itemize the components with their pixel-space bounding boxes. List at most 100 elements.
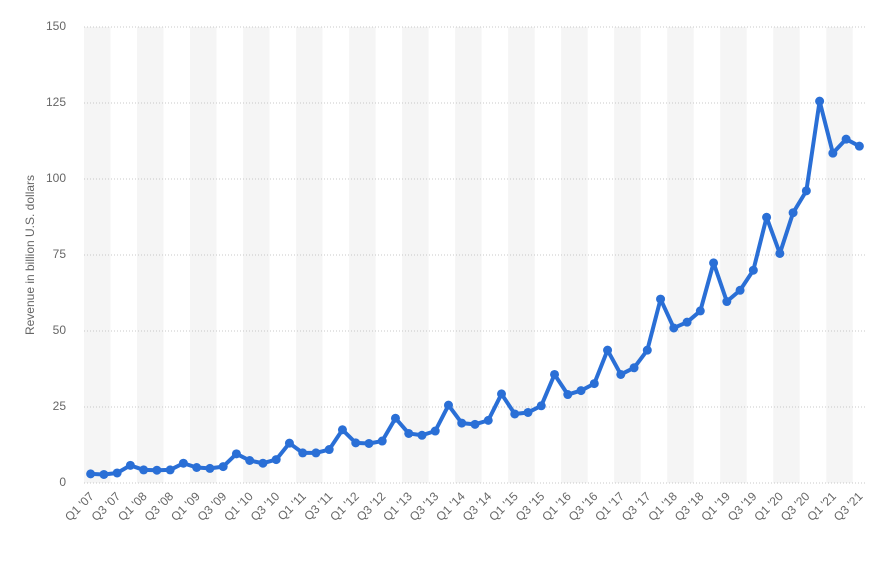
x-tick-label: Q1 '13 (380, 489, 415, 524)
point (563, 390, 573, 400)
point (709, 258, 719, 268)
point (165, 465, 175, 475)
band (561, 27, 588, 483)
point (152, 465, 162, 475)
x-tick-label: Q3 '19 (725, 489, 760, 524)
x-tick-label: Q1 '07 (62, 489, 97, 524)
x-tick-label: Q3 '15 (513, 489, 548, 524)
x-tick-label: Q1 '16 (539, 489, 574, 524)
x-tick-label: Q3 '08 (142, 489, 177, 524)
point (139, 465, 149, 475)
point (788, 208, 798, 218)
point (192, 462, 202, 472)
point (390, 413, 400, 423)
point (854, 141, 864, 151)
point (550, 369, 560, 379)
band (190, 27, 217, 483)
x-tick-label: Q3 '21 (831, 489, 866, 524)
point (125, 460, 135, 470)
x-tick-label: Q1 '14 (433, 489, 468, 524)
point (86, 469, 96, 479)
x-tick-label: Q1 '08 (115, 489, 150, 524)
point (775, 248, 785, 258)
x-tick-label: Q3 '17 (619, 489, 654, 524)
point (695, 306, 705, 316)
point (523, 407, 533, 417)
x-tick-label: Q1 '15 (486, 489, 521, 524)
y-tick-label: 150 (46, 19, 66, 33)
point (377, 436, 387, 446)
point (112, 468, 122, 478)
point (841, 134, 851, 144)
point (298, 448, 308, 458)
point (364, 438, 374, 448)
point (483, 415, 493, 425)
point (99, 469, 109, 479)
x-tick-label: Q1 '18 (645, 489, 680, 524)
point (245, 456, 255, 466)
point (430, 426, 440, 436)
band (349, 27, 376, 483)
point (457, 418, 467, 428)
point (443, 400, 453, 410)
x-tick-label: Q3 '14 (460, 489, 495, 524)
point (218, 462, 228, 472)
x-tick-label: Q3 '13 (407, 489, 442, 524)
point (324, 445, 334, 455)
point (722, 297, 732, 307)
band (826, 27, 853, 483)
band (402, 27, 429, 483)
point (271, 455, 281, 465)
point (682, 317, 692, 327)
band (667, 27, 694, 483)
y-tick-label: 50 (53, 323, 67, 337)
band (508, 27, 535, 483)
x-tick-label: Q1 '17 (592, 489, 627, 524)
band (84, 27, 111, 483)
point (231, 449, 241, 459)
point (616, 369, 626, 379)
y-tick-label: 0 (59, 475, 66, 489)
x-tick-label: Q3 '18 (672, 489, 707, 524)
point (311, 448, 321, 458)
x-tick-label: Q1 '10 (221, 489, 256, 524)
point (815, 96, 825, 106)
x-tick-label: Q1 '20 (751, 489, 786, 524)
point (497, 389, 507, 399)
point (748, 265, 758, 275)
point (642, 345, 652, 355)
x-tick-label: Q1 '09 (168, 489, 203, 524)
point (828, 148, 838, 158)
x-tick-label: Q3 '16 (566, 489, 601, 524)
point (801, 186, 811, 196)
point (603, 345, 613, 355)
point (417, 430, 427, 440)
point (510, 409, 520, 419)
band (720, 27, 747, 483)
point (735, 285, 745, 295)
point (589, 379, 599, 389)
point (629, 363, 639, 373)
band (243, 27, 270, 483)
point (656, 294, 666, 304)
y-tick-label: 100 (46, 171, 66, 185)
point (205, 463, 215, 473)
point (762, 212, 772, 222)
point (536, 401, 546, 411)
x-tick-label: Q1 '21 (804, 489, 839, 524)
x-tick-label: Q3 '20 (778, 489, 813, 524)
x-tick-label: Q1 '12 (327, 489, 362, 524)
x-tick-label: Q3 '10 (248, 489, 283, 524)
point (351, 438, 361, 448)
y-tick-label: 125 (46, 95, 66, 109)
point (669, 323, 679, 333)
x-tick-label: Q1 '19 (698, 489, 733, 524)
x-tick-label: Q3 '12 (354, 489, 389, 524)
point (337, 425, 347, 435)
y-tick-label: 25 (53, 399, 67, 413)
y-tick-label: 75 (53, 247, 67, 261)
x-tick-label: Q3 '07 (89, 489, 124, 524)
point (404, 428, 414, 438)
x-tick-label: Q3 '09 (195, 489, 230, 524)
